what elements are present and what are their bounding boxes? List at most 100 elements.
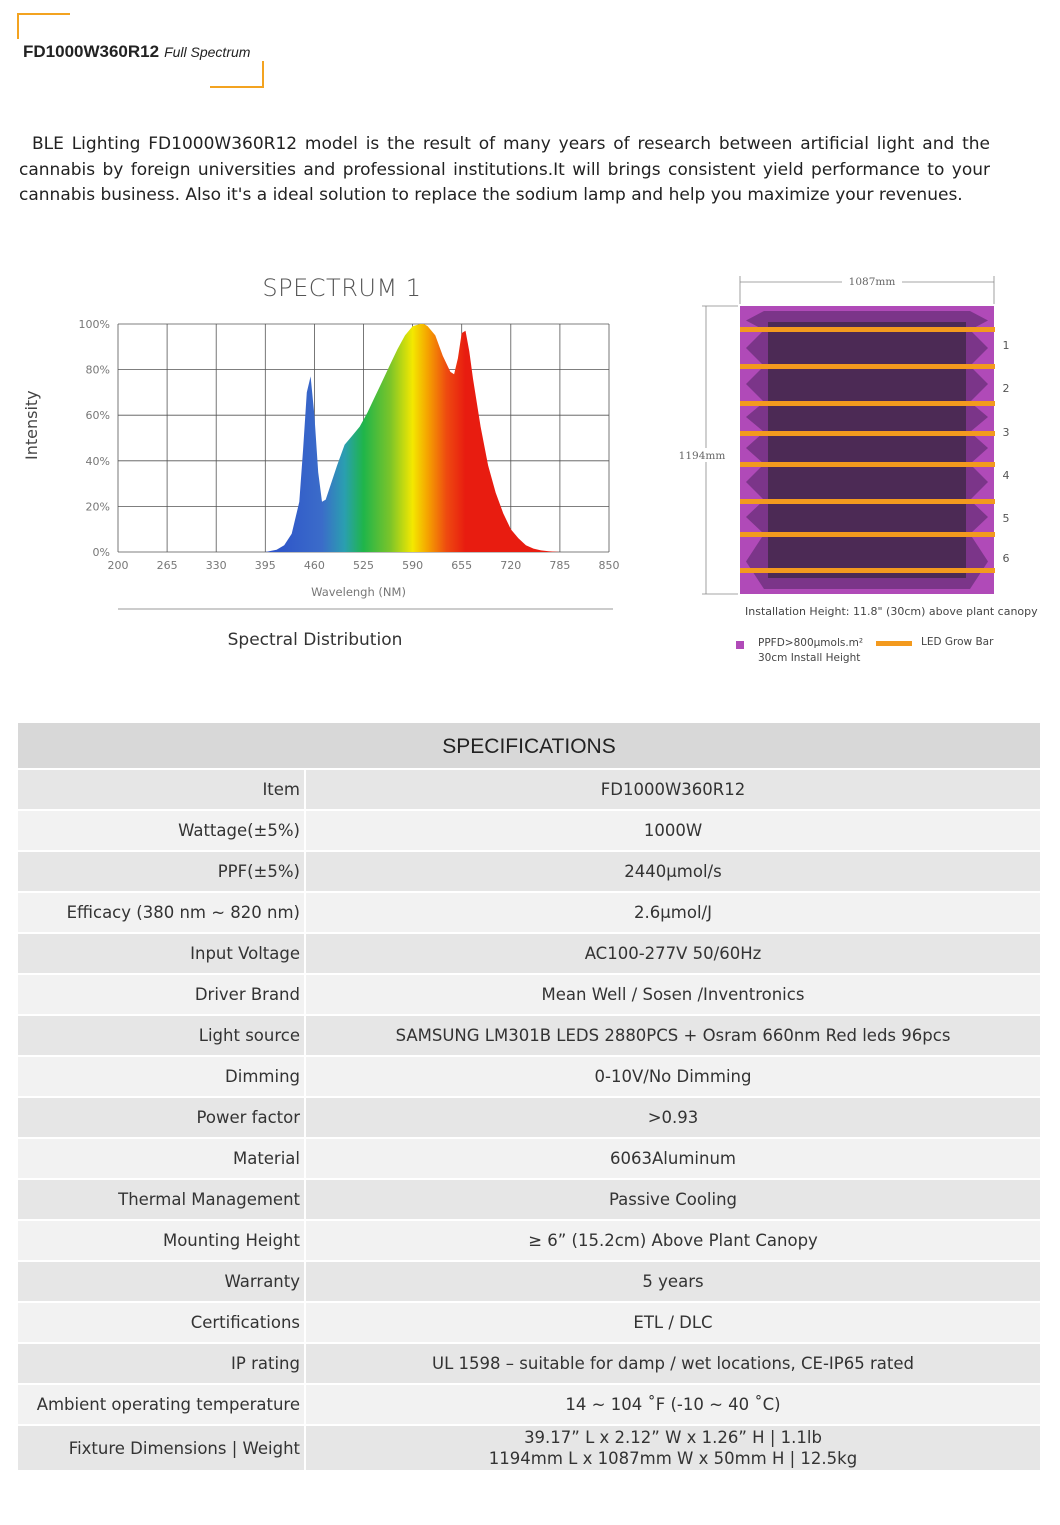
spec-value: SAMSUNG LM301B LEDS 2880PCS + Osram 660n… [306, 1016, 1040, 1055]
bar-number-label: 3 [1003, 426, 1010, 439]
table-row: Driver Brand Mean Well / Sosen /Inventron… [18, 975, 1040, 1016]
spec-value-line: 14 ~ 104 ˚F (-10 ~ 40 ˚C) [565, 1395, 781, 1414]
spec-value-line: AC100-277V 50/60Hz [584, 944, 762, 963]
table-row: Thermal Management Passive Cooling [18, 1180, 1040, 1221]
spec-key: IP rating [18, 1344, 306, 1383]
table-row: Material 6063Aluminum [18, 1139, 1040, 1180]
spec-value-line: 1000W [643, 821, 703, 840]
spec-value: ≥ 6” (15.2cm) Above Plant Canopy [306, 1221, 1040, 1260]
spec-value-line: ETL / DLC [633, 1313, 713, 1332]
table-row: Dimming 0-10V/No Dimming [18, 1057, 1040, 1098]
led-grow-bar [740, 401, 995, 406]
spec-key: Mounting Height [18, 1221, 306, 1260]
model-subtitle: Full Spectrum [164, 44, 251, 60]
spec-value: 6063Aluminum [306, 1139, 1040, 1178]
spec-value-line: Passive Cooling [608, 1190, 738, 1209]
install-height-note: Installation Height: 11.8" (30cm) above … [745, 605, 1038, 618]
layout-diagram: 1087mm 1194mm 1 2 3 4 5 6 [676, 274, 1010, 595]
spec-value: 39.17” L x 2.12” W x 1.26” H | 1.1lb 1194… [306, 1426, 1040, 1470]
y-tick-label: 0% [93, 546, 110, 559]
model-name: FD1000W360R12 [23, 42, 160, 61]
led-grow-bar [740, 364, 995, 369]
label-background [842, 274, 902, 288]
width-label: 1087mm [849, 276, 896, 288]
x-tick-label: 330 [206, 559, 227, 572]
spec-value: 0-10V/No Dimming [306, 1057, 1040, 1096]
spec-key: Certifications [18, 1303, 306, 1342]
height-label: 1194mm [679, 450, 726, 462]
spec-value-line: 1194mm L x 1087mm W x 50mm H | 12.5kg [488, 1449, 858, 1468]
spec-value-line: SAMSUNG LM301B LEDS 2880PCS + Osram 660n… [395, 1026, 951, 1045]
x-tick-label: 265 [157, 559, 178, 572]
model-title: FD1000W360R12 Full Spectrum [23, 42, 250, 62]
spec-value-line: 0-10V/No Dimming [594, 1067, 752, 1086]
table-row: Light source SAMSUNG LM301B LEDS 2880PCS … [18, 1016, 1040, 1057]
spec-value-line: >0.93 [647, 1108, 699, 1127]
specifications-title: SPECIFICATIONS [18, 723, 1040, 770]
spec-value-line: 2.6μmol/J [634, 903, 712, 922]
spec-value-line: ≥ 6” (15.2cm) Above Plant Canopy [528, 1231, 818, 1250]
y-tick-label: 20% [86, 500, 110, 513]
x-tick-label: 395 [255, 559, 276, 572]
led-grow-bar [740, 462, 995, 467]
spec-key: Ambient operating temperature [18, 1385, 306, 1424]
spec-value: AC100-277V 50/60Hz [306, 934, 1040, 973]
spec-key: Warranty [18, 1262, 306, 1301]
label-background [676, 448, 732, 462]
ppfd-legend-line2: 30cm Install Height [758, 652, 861, 664]
table-row: Item FD1000W360R12 [18, 770, 1040, 811]
ppfd-legend-swatch [736, 641, 744, 649]
spec-value-line: 6063Aluminum [610, 1149, 736, 1168]
bar-number-label: 1 [1003, 339, 1010, 352]
bar-number-label: 5 [1003, 512, 1010, 525]
spec-key: Input Voltage [18, 934, 306, 973]
y-tick-label: 40% [86, 455, 110, 468]
x-tick-label: 850 [599, 559, 620, 572]
led-grow-bar [740, 499, 995, 504]
spec-value: 5 years [306, 1262, 1040, 1301]
led-grow-bar [740, 327, 995, 332]
spec-key: Thermal Management [18, 1180, 306, 1219]
spec-key: Efficacy (380 nm ~ 820 nm) [18, 893, 306, 932]
ppfd-legend-line1: PPFD>800μmols.m² [758, 637, 864, 649]
table-row: Warranty 5 years [18, 1262, 1040, 1303]
corner-bracket-top-left [17, 13, 70, 39]
grow-bar-legend-swatch [876, 641, 912, 646]
spec-key: Fixture Dimensions | Weight [18, 1426, 306, 1470]
intro-paragraph: BLE Lighting FD1000W360R12 model is the … [19, 134, 990, 205]
table-row: Wattage(±5%) 1000W [18, 811, 1040, 852]
bar-number-label: 2 [1003, 382, 1010, 395]
spec-value: Mean Well / Sosen /Inventronics [306, 975, 1040, 1014]
spec-value: UL 1598 – suitable for damp / wet locati… [306, 1344, 1040, 1383]
table-row: Power factor >0.93 [18, 1098, 1040, 1139]
y-tick-label: 60% [86, 409, 110, 422]
spec-value: >0.93 [306, 1098, 1040, 1137]
bar-number-label: 6 [1003, 552, 1010, 565]
table-row: Mounting Height ≥ 6” (15.2cm) Above Plant… [18, 1221, 1040, 1262]
spec-value: ETL / DLC [306, 1303, 1040, 1342]
spec-key: Wattage(±5%) [18, 811, 306, 850]
corner-bracket-bottom-right [210, 61, 264, 88]
x-tick-label: 200 [108, 559, 129, 572]
x-tick-label: 655 [451, 559, 472, 572]
x-tick-label: 785 [549, 559, 570, 572]
grow-bar-legend: LED Grow Bar [921, 636, 994, 648]
chart-caption: Spectral Distribution [227, 630, 403, 650]
spec-key: Dimming [18, 1057, 306, 1096]
spec-key: Light source [18, 1016, 306, 1055]
spec-value: 2.6μmol/J [306, 893, 1040, 932]
spec-rows: Item FD1000W360R12 Wattage(±5%) 1000W PPF(±5… [18, 770, 1040, 1472]
inner-canopy-zone [768, 322, 966, 578]
table-row: Efficacy (380 nm ~ 820 nm) 2.6μmol/J [18, 893, 1040, 934]
table-row: Fixture Dimensions | Weight 39.17” L x 2.… [18, 1426, 1040, 1472]
spec-value-line: UL 1598 – suitable for damp / wet locati… [432, 1354, 914, 1373]
spec-key: Item [18, 770, 306, 809]
spec-key: Driver Brand [18, 975, 306, 1014]
spec-value-line: 2440μmol/s [624, 862, 722, 881]
y-axis-label: Intensity [22, 390, 41, 460]
table-row: Ambient operating temperature 14 ~ 104 ˚F… [18, 1385, 1040, 1426]
x-tick-label: 590 [402, 559, 423, 572]
spec-value: FD1000W360R12 [306, 770, 1040, 809]
table-row: PPF(±5%) 2440μmol/s [18, 852, 1040, 893]
spec-value: 2440μmol/s [306, 852, 1040, 891]
